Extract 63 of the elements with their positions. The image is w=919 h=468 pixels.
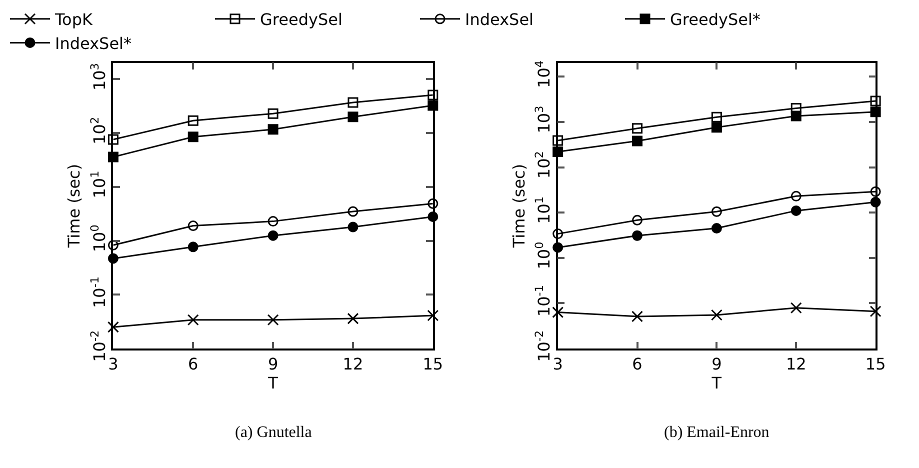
point xyxy=(552,135,564,146)
point xyxy=(552,306,564,318)
point xyxy=(870,306,882,318)
point xyxy=(187,314,199,326)
point xyxy=(711,122,722,133)
point xyxy=(188,220,198,232)
x-tick-label: 12 xyxy=(342,354,364,374)
point xyxy=(790,190,802,202)
legend-label: IndexSel xyxy=(465,10,534,30)
point xyxy=(790,205,802,216)
x-tick-label: 6 xyxy=(632,354,642,374)
point xyxy=(267,314,279,326)
point xyxy=(268,108,278,119)
y-axis-title: Time (sec) xyxy=(64,164,84,249)
legend-label: GreedySel* xyxy=(670,10,760,30)
x-tick-label: 12 xyxy=(786,354,806,374)
point xyxy=(108,240,118,250)
point xyxy=(348,97,358,108)
point xyxy=(870,186,881,197)
point xyxy=(711,112,722,122)
point xyxy=(268,230,278,241)
point xyxy=(427,310,439,322)
point xyxy=(348,222,358,232)
legend-label: GreedySel xyxy=(260,10,342,30)
legend-label: TopK xyxy=(54,10,93,30)
point xyxy=(790,110,802,122)
point xyxy=(632,310,644,322)
x-tick-label: 15 xyxy=(865,354,886,374)
x-tick-label: 9 xyxy=(268,354,278,374)
point xyxy=(188,132,198,142)
point xyxy=(790,302,802,314)
point xyxy=(632,230,643,241)
y-axis-title: Time (sec) xyxy=(509,164,528,249)
x-axis-title: T xyxy=(267,373,278,392)
point xyxy=(711,223,722,234)
point xyxy=(790,103,802,114)
point xyxy=(107,321,119,333)
point xyxy=(428,90,438,100)
text: (a) Gnutella xyxy=(235,424,312,441)
point xyxy=(870,96,881,106)
point xyxy=(188,242,198,252)
point xyxy=(268,216,278,227)
x-tick-label: 15 xyxy=(422,354,444,374)
x-tick-label: 3 xyxy=(552,354,563,374)
point xyxy=(710,309,722,321)
legend-label: IndexSel* xyxy=(55,34,132,53)
point xyxy=(268,124,278,135)
point xyxy=(108,134,118,145)
point xyxy=(632,214,643,226)
point xyxy=(428,198,438,209)
point xyxy=(711,206,722,217)
point xyxy=(188,115,198,126)
text: (b) Email-Enron xyxy=(664,424,770,441)
point xyxy=(632,123,643,134)
point xyxy=(347,312,359,324)
point xyxy=(348,112,358,122)
point xyxy=(632,136,643,146)
x-tick-label: 6 xyxy=(188,354,198,374)
x-axis-title: T xyxy=(710,373,722,392)
x-tick-label: 3 xyxy=(108,354,118,374)
x-tick-label: 9 xyxy=(712,354,722,374)
point xyxy=(552,228,564,240)
point xyxy=(348,206,358,217)
